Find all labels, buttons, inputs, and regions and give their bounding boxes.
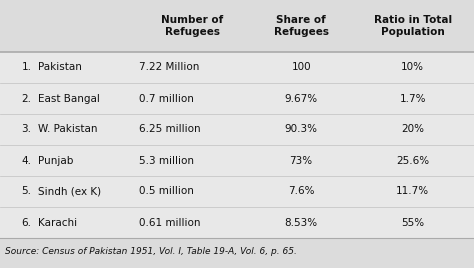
Text: 100: 100 [292, 62, 311, 73]
Text: Number of
Refugees: Number of Refugees [161, 15, 224, 37]
Bar [0, 114, 474, 145]
Bar [0, 52, 474, 83]
Text: 0.5 million: 0.5 million [139, 187, 194, 196]
Text: 6.: 6. [21, 218, 31, 228]
Bar [0, 176, 474, 207]
Text: 11.7%: 11.7% [396, 187, 429, 196]
Text: Karachi: Karachi [38, 218, 78, 228]
Text: 25.6%: 25.6% [396, 155, 429, 166]
Text: Pakistan: Pakistan [38, 62, 82, 73]
Text: 7.6%: 7.6% [288, 187, 314, 196]
Text: 1.7%: 1.7% [400, 94, 426, 103]
Text: 73%: 73% [290, 155, 313, 166]
Bar [0, 145, 474, 176]
Text: Ratio in Total
Population: Ratio in Total Population [374, 15, 452, 37]
Bar [0, 207, 474, 238]
Text: 10%: 10% [401, 62, 424, 73]
Text: Share of
Refugees: Share of Refugees [273, 15, 328, 37]
Text: 55%: 55% [401, 218, 424, 228]
Text: 4.: 4. [21, 155, 31, 166]
Bar [0, 83, 474, 114]
Text: 5.: 5. [21, 187, 31, 196]
Text: 5.3 million: 5.3 million [139, 155, 194, 166]
Text: Source: Census of Pakistan 1951, Vol. I, Table 19-A, Vol. 6, p. 65.: Source: Census of Pakistan 1951, Vol. I,… [5, 247, 297, 256]
Text: 0.61 million: 0.61 million [139, 218, 201, 228]
Bar [0, 238, 474, 265]
Text: 7.22 Million: 7.22 Million [139, 62, 199, 73]
Text: 1.: 1. [21, 62, 31, 73]
Text: 6.25 million: 6.25 million [139, 125, 201, 135]
Bar [0, 0, 474, 52]
Text: 20%: 20% [401, 125, 424, 135]
Text: East Bangal: East Bangal [38, 94, 100, 103]
Text: 8.53%: 8.53% [284, 218, 318, 228]
Text: 9.67%: 9.67% [284, 94, 318, 103]
Text: Sindh (ex K): Sindh (ex K) [38, 187, 101, 196]
Text: W. Pakistan: W. Pakistan [38, 125, 98, 135]
Text: 0.7 million: 0.7 million [139, 94, 194, 103]
Text: 2.: 2. [21, 94, 31, 103]
Text: Punjab: Punjab [38, 155, 74, 166]
Text: 3.: 3. [21, 125, 31, 135]
Text: 90.3%: 90.3% [284, 125, 318, 135]
